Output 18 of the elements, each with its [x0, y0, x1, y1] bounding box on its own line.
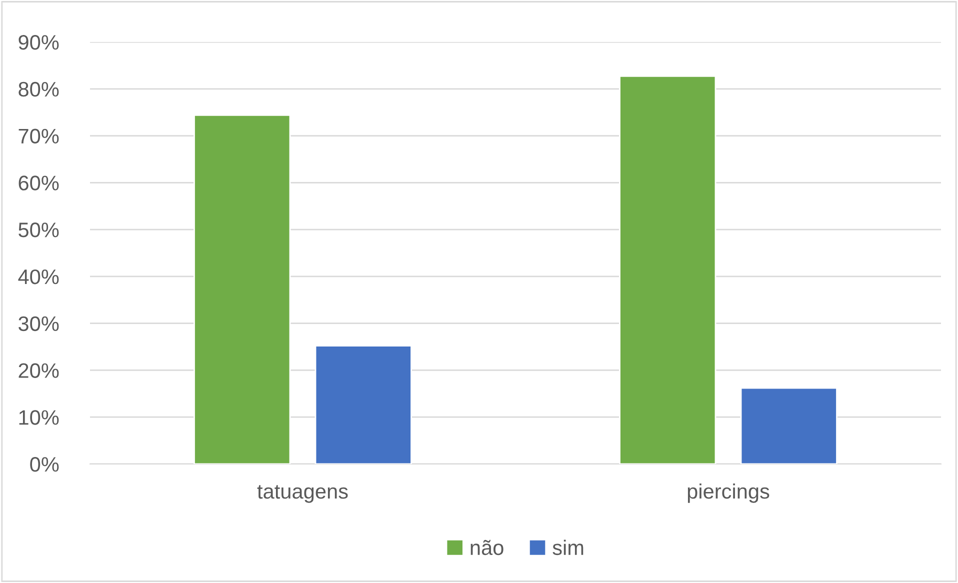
- legend-label: sim: [552, 540, 584, 556]
- y-tick-label: 0%: [30, 457, 59, 472]
- y-tick-label: 90%: [18, 35, 59, 50]
- bar: [619, 76, 716, 464]
- legend-label: não: [470, 540, 504, 556]
- y-tick-label: 50%: [18, 222, 59, 238]
- bar: [740, 387, 838, 464]
- y-tick-label: 20%: [18, 363, 59, 378]
- y-tick-label: 40%: [18, 269, 59, 284]
- y-tick-label: 70%: [18, 128, 59, 144]
- y-tick-label: 80%: [18, 82, 59, 97]
- y-tick-label: 60%: [18, 176, 59, 190]
- y-tick-label: 30%: [18, 316, 59, 332]
- x-tick-label: piercings: [688, 483, 770, 503]
- y-tick-label: 10%: [19, 410, 59, 425]
- bar: [194, 114, 291, 464]
- x-tick-label: tatuagens: [257, 485, 348, 503]
- bar: [314, 345, 412, 464]
